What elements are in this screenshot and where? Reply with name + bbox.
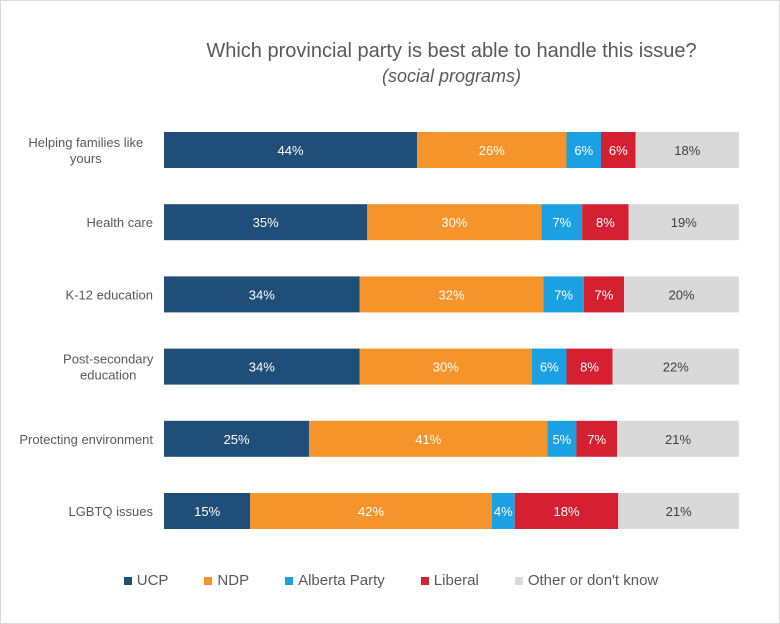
bar-other-or-don-t-know-lgbtq-issues [618, 493, 739, 529]
bar-liberal-health-care [582, 204, 629, 241]
chart-subtitle: (social programs) [381, 66, 522, 86]
bar-other-or-don-t-know-health-care [628, 204, 739, 241]
stacked-bar-chart: Helping families like yours 44% 26% 6% 6% 18% H… [19, 132, 739, 529]
bar-alberta-party-health-care [541, 204, 583, 241]
bar-other-or-don-t-know-helping-families-like-yours [635, 132, 739, 168]
data-label-other-or-don-t-know-helping-families-like-yours: 18% [674, 143, 700, 158]
legend-label-liberal: Liberal [433, 572, 479, 589]
bar-ucp-protecting-environment [164, 420, 310, 457]
data-label-other-or-don-t-know-lgbtq-issues: 21% [666, 504, 692, 519]
bar-liberal-protecting-environment [576, 420, 618, 457]
data-label-other-or-don-t-know-post-secondary-education: 22% [663, 360, 689, 375]
bar-alberta-party-k-12-education [543, 276, 584, 313]
bar-ndp-protecting-environment [309, 420, 548, 457]
data-label-liberal-health-care: 8% [596, 215, 615, 230]
data-label-ndp-helping-families-like-yours: 26% [479, 143, 505, 158]
data-label-ucp-health-care: 35% [253, 215, 279, 230]
bar-ucp-health-care [164, 204, 368, 241]
legend-label-other-or-don-t-know: Other or don't know [527, 572, 659, 589]
legend-swatch-other-or-don-t-know [514, 576, 523, 585]
category-label-health-care: Health care [87, 215, 153, 230]
data-label-alberta-party-protecting-environment: 5% [552, 432, 571, 447]
bar-other-or-don-t-know-protecting-environment [617, 420, 739, 457]
data-label-ucp-post-secondary-education: 34% [249, 360, 275, 375]
category-label-lgbtq-issues: LGBTQ issues [68, 504, 153, 519]
data-label-ndp-protecting-environment: 41% [415, 432, 441, 447]
bar-liberal-lgbtq-issues [514, 493, 619, 529]
bar-alberta-party-helping-families-like-yours [566, 132, 601, 168]
bar-liberal-helping-families-like-yours [601, 132, 636, 168]
legend-swatch-ndp [204, 576, 213, 585]
legend-item-alberta-party: Alberta Party [285, 572, 385, 589]
bar-ucp-post-secondary-education [164, 348, 360, 385]
bar-alberta-party-post-secondary-education [532, 348, 567, 385]
data-label-ndp-lgbtq-issues: 42% [358, 504, 384, 519]
category-label-helping-families-like-yours: Helping families like yours [28, 135, 143, 166]
bar-ucp-helping-families-like-yours [164, 132, 417, 168]
data-label-ndp-k-12-education: 32% [438, 287, 464, 302]
legend-item-ucp: UCP [123, 572, 169, 589]
bar-ndp-health-care [367, 204, 542, 241]
data-label-other-or-don-t-know-k-12-education: 20% [668, 287, 694, 302]
bar-ndp-helping-families-like-yours [417, 132, 567, 168]
data-label-liberal-post-secondary-education: 8% [580, 360, 599, 375]
chart-legend: UCP NDP Alberta Party Liberal Other or don't… [1, 572, 780, 589]
legend-label-ucp: UCP [136, 572, 169, 589]
data-label-alberta-party-health-care: 7% [552, 215, 571, 230]
data-label-liberal-protecting-environment: 7% [587, 432, 606, 447]
data-label-liberal-k-12-education: 7% [594, 287, 613, 302]
bar-ndp-k-12-education [359, 276, 544, 313]
legend-item-liberal: Liberal [420, 572, 479, 589]
legend-label-alberta-party: Alberta Party [298, 572, 385, 589]
bar-alberta-party-protecting-environment [547, 420, 577, 457]
data-label-other-or-don-t-know-protecting-environment: 21% [665, 432, 691, 447]
data-label-liberal-lgbtq-issues: 18% [553, 504, 579, 519]
data-label-ucp-k-12-education: 34% [249, 287, 275, 302]
bar-other-or-don-t-know-post-secondary-education [612, 348, 739, 385]
bar-other-or-don-t-know-k-12-education [624, 276, 739, 313]
bar-liberal-k-12-education [583, 276, 624, 313]
data-label-alberta-party-lgbtq-issues: 4% [494, 504, 513, 519]
category-label-protecting-environment: Protecting environment [19, 432, 153, 447]
legend-item-ndp: NDP [204, 572, 249, 589]
bar-ucp-k-12-education [164, 276, 360, 313]
category-label-post-secondary-education: Post-secondary education [63, 352, 154, 383]
legend-swatch-alberta-party [285, 576, 294, 585]
data-label-ucp-lgbtq-issues: 15% [194, 504, 220, 519]
category-label-k-12-education: K-12 education [66, 287, 153, 302]
data-label-liberal-helping-families-like-yours: 6% [609, 143, 628, 158]
data-label-alberta-party-helping-families-like-yours: 6% [574, 143, 593, 158]
bar-liberal-post-secondary-education [566, 348, 613, 385]
data-label-alberta-party-post-secondary-education: 6% [540, 360, 559, 375]
bar-ndp-lgbtq-issues [250, 493, 492, 529]
data-label-ndp-post-secondary-education: 30% [433, 360, 459, 375]
data-label-ndp-health-care: 30% [441, 215, 467, 230]
data-label-ucp-protecting-environment: 25% [224, 432, 250, 447]
chart-title: Which provincial party is best able to h… [206, 40, 697, 62]
data-label-ucp-helping-families-like-yours: 44% [277, 143, 303, 158]
data-label-other-or-don-t-know-health-care: 19% [671, 215, 697, 230]
data-label-alberta-party-k-12-education: 7% [554, 287, 573, 302]
bar-ndp-post-secondary-education [359, 348, 532, 385]
legend-swatch-liberal [420, 576, 429, 585]
legend-item-other-or-don-t-know: Other or don't know [514, 572, 659, 589]
legend-swatch-ucp [123, 576, 132, 585]
bar-alberta-party-lgbtq-issues [491, 493, 515, 529]
legend-label-ndp: NDP [217, 572, 250, 589]
bar-ucp-lgbtq-issues [164, 493, 251, 529]
